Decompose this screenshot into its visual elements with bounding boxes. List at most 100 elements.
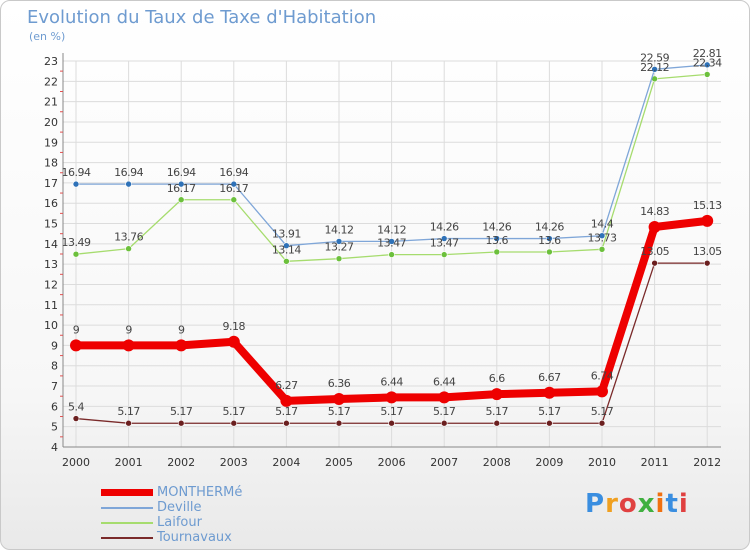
- data-point-montherm--2008: [490, 388, 503, 401]
- data-point-montherm--2002: [175, 339, 188, 352]
- legend-item-tournavaux[interactable]: Tournavaux: [101, 530, 301, 545]
- y-tick-label-15: 15: [44, 218, 58, 231]
- data-label-tournavaux-2009: 5.17: [538, 405, 561, 418]
- y-tick-label-22: 22: [44, 75, 58, 88]
- data-label-tournavaux-2002: 5.17: [170, 405, 193, 418]
- legend-item-deville[interactable]: Deville: [101, 500, 301, 515]
- x-tick-label-2006: 2006: [378, 456, 406, 469]
- y-tick-label-19: 19: [44, 136, 58, 149]
- data-point-tournavaux-2003: [230, 419, 238, 427]
- data-point-tournavaux-2009: [546, 419, 553, 427]
- legend: MONTHERMé Deville Laifour Tournavaux: [101, 485, 301, 545]
- data-label-tournavaux-2006: 5.17: [380, 405, 403, 418]
- data-point-deville-2004: [283, 242, 290, 249]
- data-label-laifour-2007: 13.47: [430, 237, 459, 250]
- x-tick-label-2004: 2004: [272, 456, 300, 469]
- data-point-deville-2011: [651, 66, 658, 73]
- data-label-laifour-2010: 13.73: [588, 231, 617, 244]
- data-label-montherm--2010: 6.74: [591, 369, 614, 382]
- data-point-laifour-2005: [335, 255, 343, 262]
- data-label-tournavaux-2010: 5.17: [591, 405, 614, 418]
- data-label-montherm--2005: 6.36: [328, 377, 351, 390]
- data-label-deville-2002: 16.94: [167, 166, 196, 179]
- y-tick-label-21: 21: [44, 96, 58, 109]
- data-label-deville-2000: 16.94: [62, 166, 91, 179]
- logo-letter: t: [665, 489, 679, 519]
- y-tick-label-6: 6: [51, 400, 58, 413]
- data-label-montherm--2011: 14.83: [640, 205, 669, 218]
- data-label-tournavaux-2007: 5.17: [433, 405, 456, 418]
- data-label-deville-2001: 16.94: [114, 166, 143, 179]
- legend-label-montherme: MONTHERMé: [157, 485, 243, 500]
- data-label-deville-2011: 22.59: [640, 51, 669, 64]
- x-tick-label-2009: 2009: [535, 456, 563, 469]
- chart-title: Evolution du Taux de Taxe d'Habitation: [27, 7, 377, 28]
- data-label-montherm--2008: 6.6: [489, 372, 505, 385]
- data-point-laifour-2006: [388, 251, 395, 258]
- x-tick-label-2012: 2012: [693, 456, 721, 469]
- data-label-deville-2005: 14.12: [325, 223, 354, 236]
- data-point-tournavaux-2007: [440, 419, 448, 427]
- data-label-tournavaux-2001: 5.17: [117, 405, 140, 418]
- data-label-montherm--2004: 6.27: [275, 379, 298, 392]
- data-point-tournavaux-2005: [335, 419, 343, 427]
- logo-letter: i: [655, 489, 666, 519]
- data-point-montherm--2010: [596, 385, 608, 398]
- data-label-deville-2007: 14.26: [430, 221, 459, 234]
- x-tick-label-2005: 2005: [325, 456, 353, 469]
- data-label-tournavaux-2000: 5.4: [68, 401, 84, 414]
- y-tick-label-10: 10: [44, 319, 58, 332]
- data-label-laifour-2003: 16.17: [219, 182, 248, 195]
- data-point-tournavaux-2004: [283, 419, 290, 427]
- legend-item-laifour[interactable]: Laifour: [101, 515, 301, 530]
- data-point-montherm--2004: [280, 394, 293, 407]
- x-tick-label-2003: 2003: [220, 456, 248, 469]
- logo-letter: o: [618, 489, 638, 519]
- logo-letter: i: [678, 489, 689, 519]
- data-point-montherm--2003: [227, 335, 240, 348]
- data-label-tournavaux-2005: 5.17: [328, 405, 351, 418]
- logo-letter: x: [637, 489, 656, 519]
- y-tick-label-13: 13: [44, 258, 58, 271]
- data-label-montherm--2001: 9: [125, 323, 132, 336]
- data-label-laifour-2002: 16.17: [167, 182, 196, 195]
- y-tick-label-14: 14: [44, 238, 58, 251]
- data-point-tournavaux-2006: [388, 419, 395, 427]
- data-label-montherm--2012: 15.13: [693, 199, 722, 212]
- data-label-deville-2006: 14.12: [377, 223, 406, 236]
- x-tick-label-2010: 2010: [588, 456, 616, 469]
- data-point-montherm--2009: [543, 386, 556, 399]
- data-label-deville-2003: 16.94: [219, 166, 248, 179]
- data-label-tournavaux-2004: 5.17: [275, 405, 298, 418]
- data-label-tournavaux-2012: 13.05: [693, 245, 722, 258]
- data-point-laifour-2000: [72, 250, 80, 258]
- data-label-laifour-2004: 13.14: [272, 243, 301, 256]
- data-point-deville-2010: [598, 232, 606, 240]
- y-tick-label-16: 16: [44, 197, 58, 210]
- data-point-laifour-2010: [598, 246, 606, 253]
- legend-label-tournavaux: Tournavaux: [157, 530, 232, 545]
- data-point-deville-2005: [335, 238, 343, 245]
- data-point-deville-2000: [72, 180, 80, 188]
- data-point-deville-2003: [230, 180, 238, 188]
- y-tick-label-20: 20: [44, 116, 58, 129]
- data-label-laifour-2009: 13.6: [538, 234, 561, 247]
- data-point-laifour-2004: [283, 258, 290, 265]
- data-label-laifour-2011: 22.12: [640, 61, 669, 74]
- legend-label-deville: Deville: [157, 500, 202, 515]
- x-tick-label-2011: 2011: [641, 456, 669, 469]
- y-tick-label-8: 8: [51, 360, 58, 373]
- y-tick-label-11: 11: [44, 299, 58, 312]
- data-point-montherm--2011: [648, 220, 661, 233]
- legend-swatch-deville: [101, 507, 153, 509]
- legend-item-montherme[interactable]: MONTHERMé: [101, 485, 301, 500]
- data-point-laifour-2001: [125, 245, 132, 253]
- data-point-laifour-2008: [493, 248, 501, 256]
- series-layer: [70, 61, 714, 427]
- y-tick-label-12: 12: [44, 278, 58, 291]
- logo-letter: P: [585, 489, 606, 519]
- legend-swatch-laifour: [101, 522, 153, 524]
- unit-label: (en %): [29, 30, 66, 43]
- data-point-montherm--2007: [438, 391, 451, 404]
